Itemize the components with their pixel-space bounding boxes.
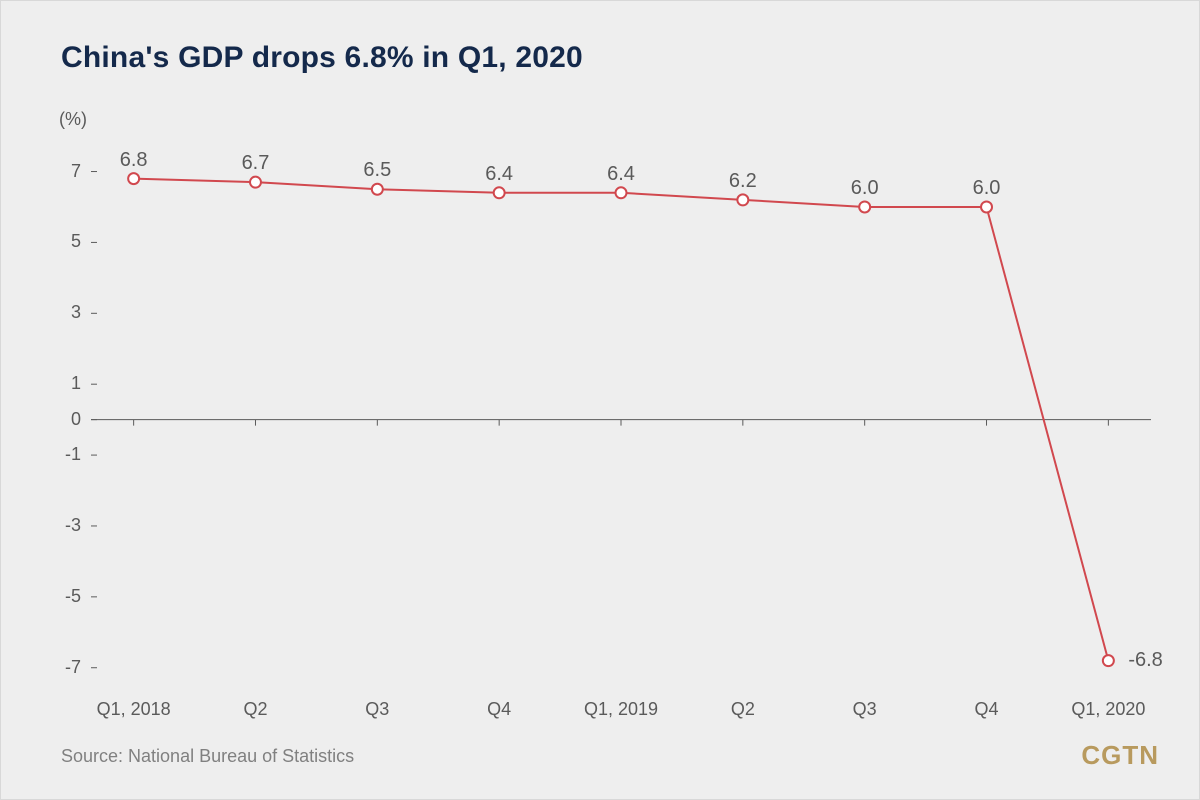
brand-logo: CGTN [1081, 740, 1159, 771]
chart-title: China's GDP drops 6.8% in Q1, 2020 [61, 41, 583, 75]
data-point-label: 6.4 [485, 163, 513, 186]
data-point-label: 6.4 [607, 163, 635, 186]
x-tick-label: Q2 [731, 699, 755, 720]
x-tick-label: Q1, 2018 [97, 699, 171, 720]
data-point-label: 6.2 [729, 170, 757, 193]
y-tick-label: 7 [71, 161, 81, 182]
y-tick-label: -3 [65, 515, 81, 536]
data-point-label: 6.5 [363, 159, 391, 182]
y-tick-label: 1 [71, 373, 81, 394]
x-tick-label: Q1, 2020 [1071, 699, 1145, 720]
x-tick-label: Q1, 2019 [584, 699, 658, 720]
y-tick-label: 3 [71, 302, 81, 323]
x-tick-label: Q3 [365, 699, 389, 720]
data-point-label: 6.0 [851, 177, 879, 200]
data-point-label: 6.7 [242, 152, 270, 175]
y-tick-label: -5 [65, 586, 81, 607]
y-axis-unit: (%) [59, 109, 87, 130]
y-tick-label: 0 [71, 409, 81, 430]
y-tick-label: -7 [65, 657, 81, 678]
y-tick-label: -1 [65, 444, 81, 465]
chart-frame: China's GDP drops 6.8% in Q1, 2020 (%) 7… [0, 0, 1200, 800]
x-tick-label: Q3 [853, 699, 877, 720]
data-point-label: 6.0 [973, 177, 1001, 200]
y-tick-label: 5 [71, 231, 81, 252]
x-tick-label: Q2 [243, 699, 267, 720]
source-attribution: Source: National Bureau of Statistics [61, 746, 354, 767]
chart-plot-area: 75310-1-3-5-7Q1, 2018Q2Q3Q4Q1, 2019Q2Q3Q… [91, 129, 1151, 689]
x-tick-label: Q4 [975, 699, 999, 720]
data-point-label: 6.8 [120, 149, 148, 172]
x-tick-label: Q4 [487, 699, 511, 720]
data-point-label: -6.8 [1128, 649, 1162, 672]
